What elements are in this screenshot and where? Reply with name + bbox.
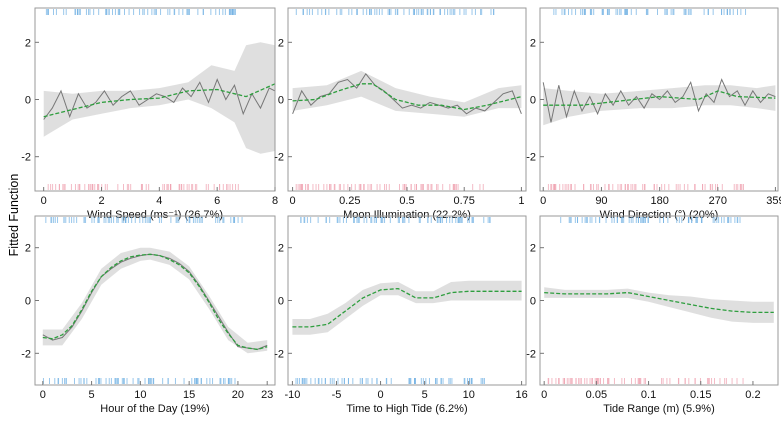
panel-3: -202090180270359Wind Direction (°) (20%) [526,7,781,221]
smoothed-line [42,253,268,351]
y-tick-label: -2 [21,348,31,360]
confidence-band [292,280,522,335]
smoothed-line [544,291,774,314]
x-tick-label: 0 [540,195,546,207]
panel-5: -2 0 2 -10 -5 0 5 10 16 Time to High Tide (6.2%) [274,215,528,415]
y-tick-label: 0 [25,296,31,308]
y-tick-label: 0 [530,296,536,308]
confidence-band [544,287,774,323]
y-tick-label: 2 [530,243,536,255]
y-tick-label: 0 [278,296,284,308]
x-tick-label: 0 [377,389,383,401]
y-tick-label: 0 [278,95,284,107]
x-tick-label: 5 [89,389,95,401]
x-tick-label: 0.5 [399,195,414,207]
y-tick-label: 2 [278,243,284,255]
smoothed-line [43,83,276,118]
x-tick-label: 2 [98,195,104,207]
y-tick-label: -2 [274,348,284,360]
x-tick-label: 0 [40,389,46,401]
x-tick-label: 359 [766,195,781,207]
x-tick-label: -10 [284,389,300,401]
x-tick-label: 0 [290,195,296,207]
x-tick-label: 23 [261,389,273,401]
y-tick-label: -2 [526,348,536,360]
panel-2: -2 0 2 0 0.25 0.5 0.75 1 Moon Illumination (22.2… [274,7,527,221]
x-tick-label: 6 [214,195,220,207]
x-tick-label: 0.25 [339,195,360,207]
confidence-band [543,85,776,126]
observed-line [43,78,276,120]
y-tick-label: -2 [21,152,31,164]
x-tick-label: 20 [232,389,244,401]
x-tick-label: -5 [332,389,342,401]
x-tick-label: 10 [134,389,146,401]
y-tick-label: 0 [25,95,31,107]
x-tick-label: 16 [515,389,527,401]
x-tick-label: 0.75 [454,195,475,207]
x-tick-label: 270 [709,195,727,207]
x-tick-label: 0 [541,389,547,401]
x-axis-label: Tide Range (m) (5.9%) [603,403,714,415]
x-tick-label: 0 [41,195,47,207]
confidence-band [42,247,268,354]
x-axis-label: Moon Illumination (22.2%) [343,209,471,221]
x-tick-label: 180 [650,195,668,207]
y-tick-label: 2 [25,243,31,255]
y-tick-label: 2 [278,37,284,49]
x-tick-label: 0.15 [690,389,711,401]
y-tick-label: 2 [530,37,536,49]
x-tick-label: 8 [272,195,278,207]
y-tick-label: 2 [25,37,31,49]
x-tick-label: 90 [595,195,607,207]
x-axis-label: Time to High Tide (6.2%) [346,403,467,415]
y-tick-label: 0 [530,95,536,107]
panel-6: -2 0 2 0 0.05 0.1 0.15 0.2 Tide Range (m) (5.9%) [526,215,779,415]
x-tick-label: 0.2 [745,389,760,401]
x-axis-label: Hour of the Day (19%) [100,403,209,415]
plot-frame [34,215,276,386]
x-tick-label: 15 [183,389,195,401]
confidence-band [292,70,522,117]
x-tick-label: 0.05 [586,389,607,401]
x-tick-label: 5 [422,389,428,401]
observed-line [292,72,522,115]
x-tick-label: 10 [463,389,475,401]
y-tick-label: -2 [274,152,284,164]
x-tick-label: 0.1 [641,389,656,401]
smoothed-line [292,287,522,328]
x-tick-label: 1 [518,195,524,207]
x-tick-label: 4 [156,195,162,207]
observed-line [542,78,776,123]
y-tick-label: -2 [526,152,536,164]
smoothed-line [543,90,776,106]
smoothed-line [292,83,522,111]
